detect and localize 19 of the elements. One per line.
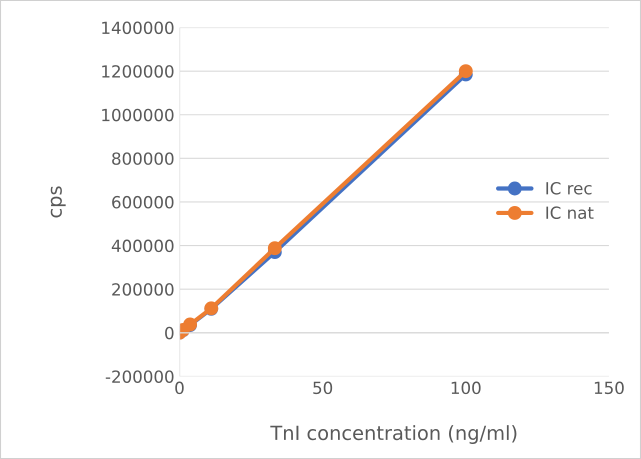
y-tick-label: 600000: [112, 196, 174, 209]
x-tick-label: 0: [175, 382, 184, 394]
legend-label: IC rec: [546, 182, 592, 195]
x-tick-label: 150: [594, 382, 624, 394]
y-tick-label: -200000: [106, 370, 174, 383]
y-tick-label: 1000000: [102, 108, 174, 122]
x-axis-title: TnI concentration (ng/ml): [270, 425, 516, 444]
y-axis-title: cps: [50, 186, 66, 218]
y-tick-label: 0: [165, 326, 174, 340]
legend-label: IC nat: [546, 206, 594, 220]
y-tick-label: 1200000: [102, 65, 174, 78]
y-tick-label: 800000: [112, 152, 174, 165]
point: [268, 241, 282, 256]
y-tick-label: 400000: [112, 240, 174, 252]
y-tick-label: 200000: [112, 283, 174, 296]
x-tick-label: 50: [313, 382, 332, 394]
point: [458, 64, 473, 78]
y-tick-label: 1400000: [102, 22, 174, 34]
x-tick-label: 100: [452, 382, 481, 394]
